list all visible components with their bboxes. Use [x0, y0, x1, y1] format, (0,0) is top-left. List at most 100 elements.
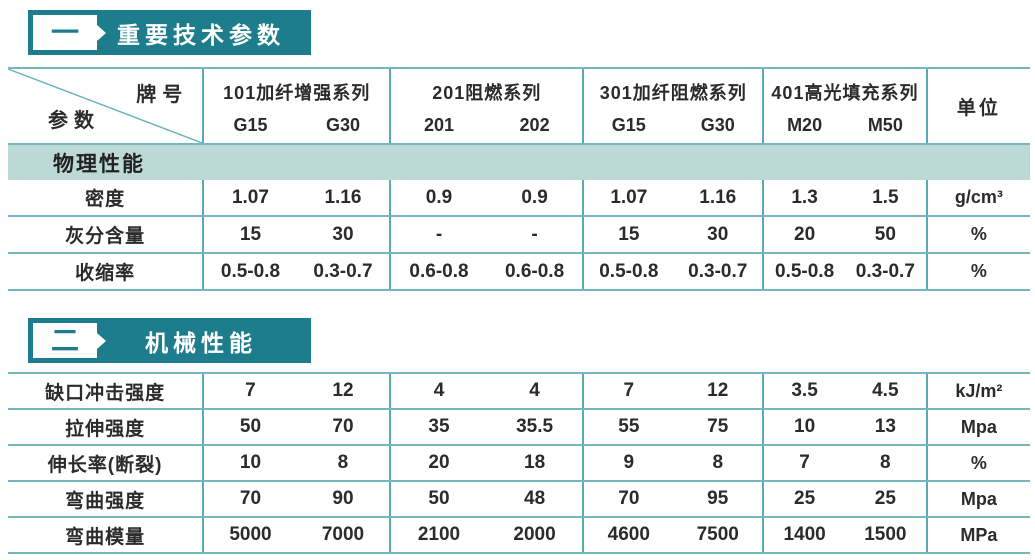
unit-cell: Mpa: [925, 409, 1030, 446]
row-label: 密度: [8, 180, 204, 217]
column-group-name: 101加纤增强系列: [223, 82, 371, 103]
section-title: 重要技术参数: [117, 21, 285, 48]
column-group-name: 301加纤阻燃系列: [599, 82, 747, 103]
table-row-shrinkage: 收缩率 0.5-0.8 0.3-0.7 0.6-0.8 0.6-0.8 0.5-…: [8, 253, 1030, 291]
unit-cell: g/cm³: [925, 180, 1030, 217]
diagonal-header-cell: 牌号 参数: [8, 67, 204, 145]
value-cell: 18: [486, 445, 584, 482]
value-cell: 0.5-0.8: [762, 253, 845, 291]
value-cell: 8: [844, 445, 927, 482]
value-cell: 7: [762, 445, 845, 482]
value-cell: 2000: [486, 517, 584, 554]
grade-header: M50: [867, 114, 903, 135]
value-cell: 70: [202, 481, 297, 518]
value-cell: 1400: [762, 517, 845, 554]
value-cell: 50: [202, 409, 297, 446]
value-cell: 13: [844, 409, 927, 446]
physical-properties-band: 物理性能: [8, 144, 1030, 180]
value-cell: 3.5: [762, 372, 845, 410]
value-cell: 70: [582, 481, 674, 518]
column-group-401: 401高光填充系列 M20 M50: [762, 67, 927, 145]
value-cell: 4.5: [844, 372, 927, 410]
value-cell: 7: [202, 372, 297, 410]
value-cell: 12: [296, 372, 391, 410]
value-cell: 55: [582, 409, 674, 446]
value-cell: 0.9: [486, 180, 584, 217]
unit-cell: MPa: [925, 517, 1030, 554]
grade-header: G15: [611, 114, 646, 135]
value-cell: 10: [762, 409, 845, 446]
unit-cell: %: [925, 216, 1030, 254]
table-row-elongation: 伸长率(断裂) 10 8 20 18 9 8 7 8 %: [8, 445, 1030, 482]
value-cell: 75: [673, 409, 764, 446]
unit-cell: %: [925, 445, 1030, 482]
grade-header: G30: [700, 114, 735, 135]
value-cell: 30: [296, 216, 391, 254]
unit-cell: %: [925, 253, 1030, 291]
column-group-101: 101加纤增强系列 G15 G30: [202, 67, 391, 145]
value-cell: 1500: [844, 517, 927, 554]
value-cell: 1.07: [202, 180, 297, 217]
value-cell: 15: [202, 216, 297, 254]
value-cell: 20: [389, 445, 487, 482]
row-label: 拉伸强度: [8, 409, 204, 446]
section-2-banner: 二 机械性能: [28, 318, 311, 363]
value-cell: 20: [762, 216, 845, 254]
value-cell: 1.3: [762, 180, 845, 217]
section-number-badge: 二: [33, 323, 106, 358]
value-cell: 90: [296, 481, 391, 518]
value-cell: 0.3-0.7: [844, 253, 927, 291]
value-cell: 2100: [389, 517, 487, 554]
column-group-name: 401高光填充系列: [771, 82, 919, 103]
band-label: 物理性能: [8, 144, 1030, 180]
grade-header: G30: [325, 114, 360, 135]
value-cell: 7: [582, 372, 674, 410]
technical-parameters-table: 牌号 参数 101加纤增强系列 G15 G30 201阻燃系列 201 202 …: [8, 67, 1030, 291]
section-number-badge: 一: [33, 15, 106, 50]
row-label: 弯曲强度: [8, 481, 204, 518]
value-cell: 7000: [296, 517, 391, 554]
grade-header: M20: [787, 114, 823, 135]
value-cell: 1.16: [296, 180, 391, 217]
value-cell: 4: [486, 372, 584, 410]
row-label: 灰分含量: [8, 216, 204, 254]
table-header-row: 牌号 参数 101加纤增强系列 G15 G30 201阻燃系列 201 202 …: [8, 67, 1030, 145]
grade-header: G15: [233, 114, 268, 135]
value-cell: 4600: [582, 517, 674, 554]
value-cell: -: [389, 216, 487, 254]
value-cell: 8: [296, 445, 391, 482]
value-cell: 50: [844, 216, 927, 254]
diagonal-line: [8, 69, 202, 143]
value-cell: 0.5-0.8: [582, 253, 674, 291]
value-cell: 25: [762, 481, 845, 518]
row-label: 收缩率: [8, 253, 204, 291]
value-cell: 12: [673, 372, 764, 410]
value-cell: 15: [582, 216, 674, 254]
value-cell: 4: [389, 372, 487, 410]
value-cell: 50: [389, 481, 487, 518]
header-parameter-label: 参数: [48, 110, 100, 132]
value-cell: 5000: [202, 517, 297, 554]
header-grade-label: 牌号: [136, 84, 189, 106]
row-label: 缺口冲击强度: [8, 372, 204, 410]
unit-cell: kJ/m²: [925, 372, 1030, 410]
value-cell: 70: [296, 409, 391, 446]
mechanical-properties-table: 缺口冲击强度 7 12 4 4 7 12 3.5 4.5 kJ/m² 拉伸强度 …: [8, 372, 1030, 554]
value-cell: 9: [582, 445, 674, 482]
table-row-tensile-strength: 拉伸强度 50 70 35 35.5 55 75 10 13 Mpa: [8, 409, 1030, 446]
unit-column-header: 单位: [925, 67, 1030, 145]
value-cell: 35: [389, 409, 487, 446]
column-group-301: 301加纤阻燃系列 G15 G30: [582, 67, 764, 145]
value-cell: 1.5: [844, 180, 927, 217]
value-cell: 0.3-0.7: [673, 253, 764, 291]
row-label: 弯曲模量: [8, 517, 204, 554]
grade-header: 202: [519, 114, 550, 135]
value-cell: -: [486, 216, 584, 254]
value-cell: 30: [673, 216, 764, 254]
column-group-name: 201阻燃系列: [432, 82, 542, 103]
table-row-impact-strength: 缺口冲击强度 7 12 4 4 7 12 3.5 4.5 kJ/m²: [8, 372, 1030, 410]
unit-cell: Mpa: [925, 481, 1030, 518]
row-label: 伸长率(断裂): [8, 445, 204, 482]
value-cell: 95: [673, 481, 764, 518]
value-cell: 48: [486, 481, 584, 518]
